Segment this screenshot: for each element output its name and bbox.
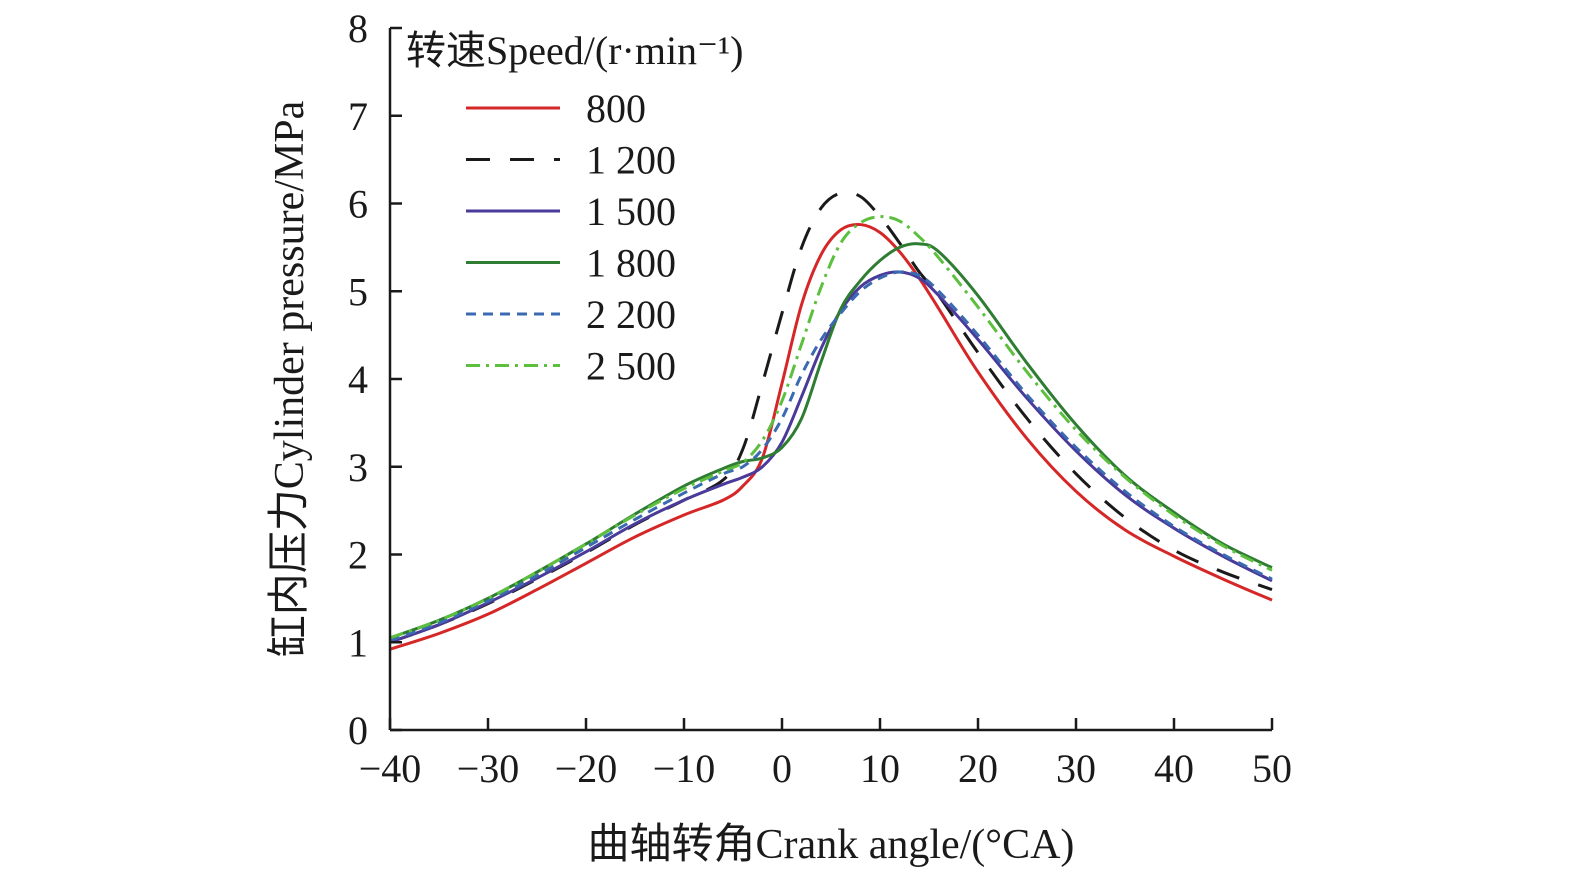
y-tick-label: 7 [348,94,368,139]
y-tick-label: 0 [348,708,368,753]
legend-label: 1 200 [586,138,676,183]
y-tick-label: 8 [348,6,368,51]
y-tick-label: 6 [348,182,368,227]
y-ticks: 0 1 2 3 4 5 6 7 8 [348,6,402,753]
series-layer [389,190,1273,651]
x-tick-label: −20 [555,746,618,791]
series-line-2200 [389,270,1273,642]
y-tick-label: 3 [348,445,368,490]
series-line-1500 [389,270,1273,644]
x-tick-label: 20 [958,746,998,791]
x-tick-label: 0 [772,746,792,791]
legend-label: 2 200 [586,292,676,337]
series-line-800 [389,222,1273,651]
x-tick-label: −30 [457,746,520,791]
x-tick-label: 50 [1252,746,1292,791]
legend-label: 1 800 [586,241,676,286]
legend-label: 800 [586,86,646,131]
axes [388,28,1272,732]
x-tick-label: −40 [359,746,422,791]
legend: 转速Speed/(r·min⁻¹) 800 1 200 1 500 1 800 2 20… [406,28,743,389]
y-axis-title: 缸内压力Cylinder pressure/MPa [266,100,313,657]
x-axis-title: 曲轴转角Crank angle/(°CA) [588,822,1075,868]
series-line-2500 [389,215,1273,640]
x-tick-label: −10 [653,746,716,791]
x-tick-label: 10 [860,746,900,791]
x-tick-label: 30 [1056,746,1096,791]
y-tick-label: 2 [348,533,368,578]
y-tick-label: 4 [348,357,368,402]
legend-title: 转速Speed/(r·min⁻¹) [406,28,743,73]
legend-label: 1 500 [586,189,676,234]
x-ticks: −40 −30 −20 −10 0 10 20 30 40 50 [359,718,1292,791]
x-tick-label: 40 [1154,746,1194,791]
legend-label: 2 500 [586,344,676,389]
y-tick-label: 5 [348,269,368,314]
y-tick-label: 1 [348,620,368,665]
